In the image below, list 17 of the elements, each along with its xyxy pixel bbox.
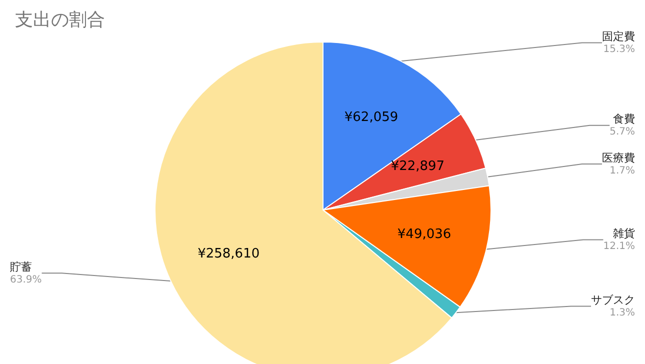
slice-label: 雑貨	[613, 227, 635, 240]
text: 63.9%	[10, 274, 42, 286]
text: 1.7%	[610, 165, 635, 176]
data-label: ¥62,059	[344, 110, 398, 126]
text: 5.7%	[610, 126, 635, 138]
text: 12.1%	[603, 241, 635, 252]
data-label: ¥258,610	[198, 246, 260, 262]
chart-title: 支出の割合	[15, 10, 105, 30]
slice-label: 食費	[613, 112, 635, 126]
slice-label: 医療費	[602, 151, 635, 164]
slice-label: 固定費	[602, 30, 635, 44]
data-label: ¥49,036	[397, 226, 452, 242]
text: 1.3%	[610, 307, 635, 318]
data-label: ¥22,897	[390, 159, 445, 174]
slice-label: サブスク	[591, 293, 635, 306]
text: 15.3%	[603, 44, 635, 56]
slice-label: 貯蓄	[10, 260, 32, 274]
